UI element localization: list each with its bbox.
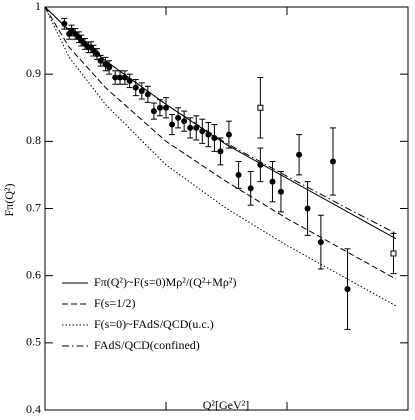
- data-point: [205, 131, 212, 138]
- data-point: [317, 239, 324, 246]
- data-point: [138, 87, 145, 94]
- data-point: [193, 124, 200, 131]
- data-point: [117, 74, 124, 81]
- data-point: [112, 74, 119, 81]
- data-point: [181, 118, 188, 125]
- curve: [44, 6, 397, 280]
- y-tick-label: 0.5: [26, 335, 41, 349]
- data-point: [390, 250, 397, 257]
- data-point: [169, 121, 176, 128]
- legend-label: F(s=1/2): [94, 296, 135, 310]
- data-point: [304, 205, 311, 212]
- data-point: [97, 57, 104, 64]
- y-tick-label: 0.9: [26, 66, 41, 80]
- legend-label: FAdS/QCD(confined): [94, 338, 200, 352]
- data-point: [257, 104, 264, 111]
- data-point: [296, 151, 303, 158]
- data-point: [121, 74, 128, 81]
- data-point: [150, 108, 157, 115]
- data-point: [163, 104, 169, 111]
- data-point: [144, 91, 151, 98]
- curve: [44, 6, 397, 240]
- data-point: [329, 158, 336, 165]
- data-point: [257, 161, 264, 168]
- y-axis-label: Fπ(Q²): [2, 184, 16, 217]
- data-point: [61, 20, 68, 27]
- x-axis-label: Q²[GeV²]: [203, 398, 250, 412]
- data-point: [217, 148, 224, 155]
- data-point: [344, 286, 351, 293]
- y-tick-label: 0.4: [26, 402, 41, 415]
- y-tick-label: 0.8: [26, 133, 41, 147]
- data-point: [211, 134, 218, 141]
- data-point: [175, 114, 182, 121]
- data-point: [235, 171, 242, 178]
- data-point: [247, 185, 254, 192]
- y-tick-label: 0.7: [26, 200, 41, 214]
- data-point: [277, 188, 284, 195]
- legend-label: Fπ(Q²)~F(s=0)Mρ²/(Q²+Mρ²): [94, 275, 236, 289]
- data-point: [225, 131, 232, 138]
- data-point: [126, 77, 133, 84]
- data-point: [156, 104, 163, 111]
- data-point: [187, 124, 194, 131]
- y-tick-label: 0.6: [26, 267, 41, 281]
- curve: [44, 6, 397, 234]
- y-tick-label: 1: [35, 0, 41, 13]
- data-point: [106, 64, 113, 71]
- data-point: [199, 128, 206, 135]
- data-point: [132, 84, 139, 91]
- data-point: [94, 51, 101, 58]
- data-point: [269, 178, 276, 185]
- legend-label: F(s=0)~FAdS/QCD(u.c.): [94, 317, 214, 331]
- curve: [44, 6, 397, 307]
